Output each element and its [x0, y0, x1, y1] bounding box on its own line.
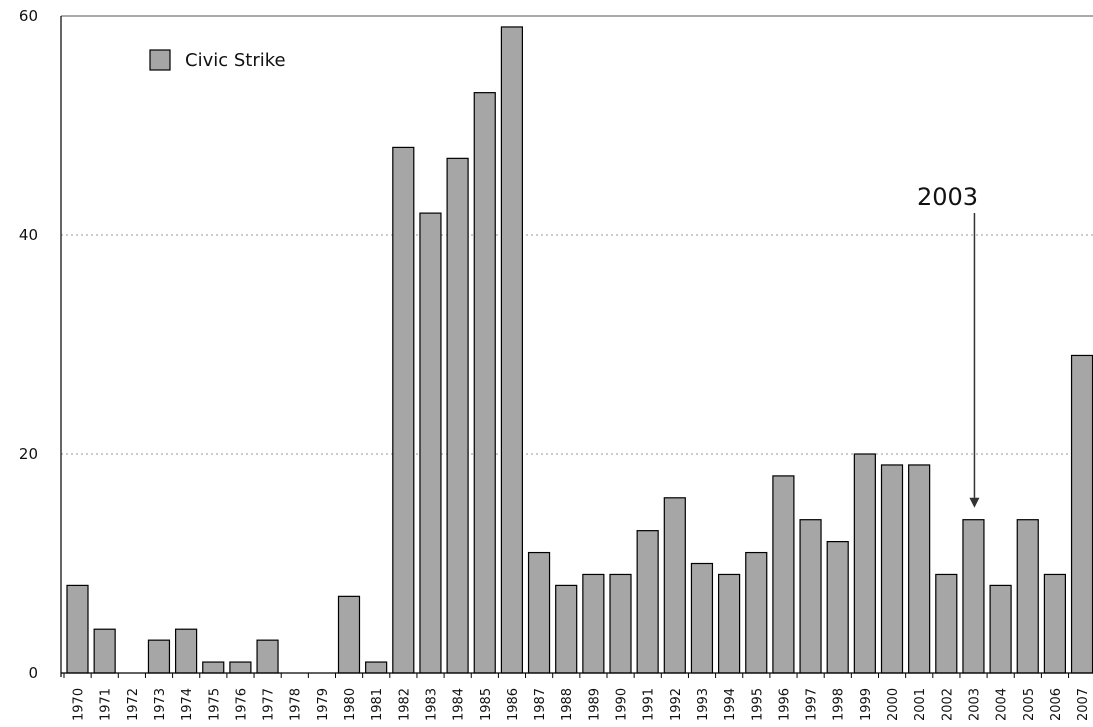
gridlines: [61, 15, 1093, 455]
legend-label-civic-strike: Civic Strike: [185, 50, 286, 71]
x-tick-label-1987: 1987: [533, 688, 548, 721]
bar-1980: [337, 595, 361, 674]
x-tick-label-1983: 1983: [424, 688, 439, 721]
x-tick-label-1980: 1980: [343, 688, 358, 721]
bar-1986: [500, 26, 523, 674]
y-tick-label-20: 20: [19, 445, 38, 463]
x-tick-label-2003: 2003: [967, 688, 982, 721]
x-tick-label-1991: 1991: [642, 688, 657, 721]
bar-1990: [609, 573, 632, 674]
bar-1985: [473, 92, 496, 674]
x-tick-labels: 1970 1971 1972 1973 1974 1975 1976 1977 1978 1979…: [63, 673, 1091, 721]
x-tick-label-2002: 2002: [940, 688, 955, 721]
annotation-2003: 2003: [917, 183, 980, 508]
x-tick-label-2004: 2004: [995, 688, 1010, 721]
bar-1995: [745, 551, 768, 674]
x-tick-label-1981: 1981: [370, 688, 385, 721]
x-tick-label-2001: 2001: [913, 688, 928, 721]
bar-2002: [935, 573, 958, 674]
x-tick-label-1993: 1993: [696, 688, 711, 721]
x-tick-label-1975: 1975: [207, 688, 222, 721]
bar-1999: [853, 453, 876, 674]
bar-1981: [365, 661, 388, 674]
x-tick-label-1976: 1976: [234, 688, 249, 721]
annotation-arrow-head: [969, 497, 980, 508]
x-tick-label-1982: 1982: [397, 688, 412, 721]
x-tick-label-2000: 2000: [886, 688, 901, 721]
x-tick-label-1989: 1989: [587, 688, 602, 721]
x-tick-label-1996: 1996: [777, 688, 792, 721]
x-tick-label-1994: 1994: [723, 688, 738, 721]
bar-1998: [826, 540, 849, 674]
bar-2005: [1016, 519, 1039, 674]
x-tick-label-1979: 1979: [316, 688, 331, 721]
bar-1988: [555, 584, 578, 674]
bar-2000: [880, 464, 904, 674]
x-tick-label-1995: 1995: [750, 688, 765, 721]
bar-1974: [175, 628, 198, 674]
y-tick-label-60: 60: [19, 7, 38, 25]
bar-2006: [1043, 573, 1067, 674]
bar-1970: [66, 584, 89, 674]
bar-2001: [908, 464, 931, 674]
x-tick-label-1977: 1977: [262, 688, 277, 721]
x-tick-label-1990: 1990: [615, 688, 630, 721]
bar-1977: [256, 639, 279, 674]
bar-1991: [636, 530, 659, 674]
x-tick-label-1986: 1986: [506, 688, 521, 721]
bar-1982: [392, 146, 415, 674]
x-tick-label-1988: 1988: [560, 688, 575, 721]
bar-1983: [419, 212, 442, 674]
bar-1992: [663, 497, 686, 674]
x-tick-label-1971: 1971: [99, 688, 114, 721]
x-tick-label-1997: 1997: [805, 688, 820, 721]
legend-swatch-civic-strike: [149, 49, 171, 71]
bar-1987: [527, 551, 551, 674]
annotation-label: 2003: [917, 183, 978, 211]
axes: [60, 16, 1093, 677]
bar-1984: [446, 157, 469, 674]
bar-1976: [229, 661, 252, 674]
bar-1996: [772, 475, 795, 674]
bar-1997: [799, 519, 822, 674]
y-tick-label-40: 40: [19, 226, 38, 244]
x-tick-label-1999: 1999: [859, 688, 874, 721]
x-tick-label-1972: 1972: [126, 688, 141, 721]
bar-1975: [202, 661, 225, 674]
x-tick-label-2006: 2006: [1049, 688, 1064, 721]
x-tick-label-1973: 1973: [153, 688, 168, 721]
y-tick-label-0: 0: [28, 664, 38, 682]
x-tick-label-2007: 2007: [1076, 688, 1091, 721]
bar-2007: [1070, 354, 1093, 674]
bar-2003: [962, 519, 985, 674]
bar-1973: [147, 639, 171, 674]
bar-1971: [93, 628, 116, 674]
x-tick-label-1985: 1985: [479, 688, 494, 721]
x-tick-label-1992: 1992: [669, 688, 684, 721]
x-tick-label-1998: 1998: [832, 688, 847, 721]
x-tick-label-1984: 1984: [452, 688, 467, 721]
bar-1993: [690, 562, 714, 674]
y-tick-labels: 0 20 40 60: [19, 7, 38, 682]
x-tick-label-1978: 1978: [289, 688, 304, 721]
x-tick-label-1974: 1974: [180, 688, 195, 721]
bar-1994: [717, 573, 741, 674]
x-tick-label-2005: 2005: [1022, 688, 1037, 721]
bars: [66, 26, 1093, 674]
bar-1989: [582, 573, 605, 674]
x-tick-label-1970: 1970: [72, 688, 87, 721]
bar-2004: [989, 584, 1012, 674]
legend: Civic Strike: [149, 49, 286, 71]
